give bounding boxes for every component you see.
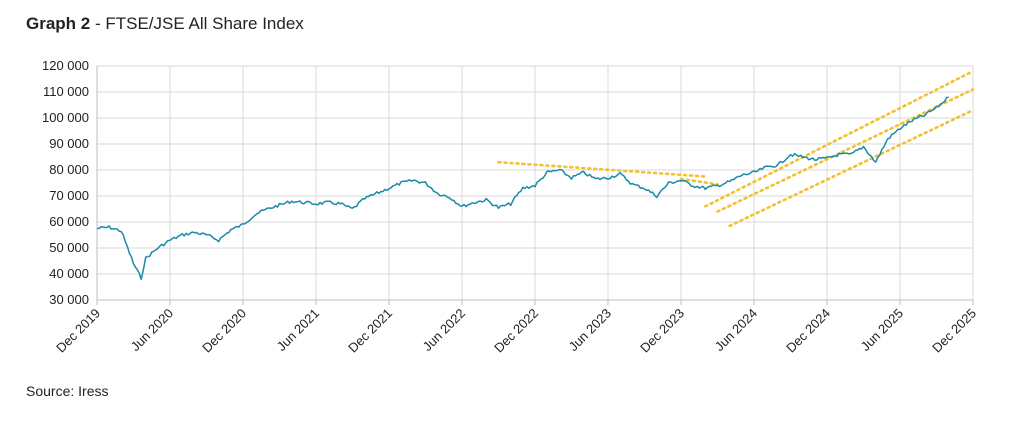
series-layer	[97, 96, 949, 281]
y-tick-label: 100 000	[42, 110, 89, 125]
x-tick-label: Dec 2023	[637, 306, 687, 356]
title-rest: FTSE/JSE All Share Index	[105, 14, 304, 33]
y-tick-label: 120 000	[42, 58, 89, 73]
y-tick-label: 40 000	[49, 266, 89, 281]
y-tick-label: 110 000	[43, 84, 89, 99]
x-tick-label: Jun 2022	[420, 306, 468, 354]
x-tick-label: Jun 2021	[274, 306, 322, 354]
trendline	[728, 108, 975, 228]
trendline	[679, 177, 719, 186]
y-tick-label: 70 000	[49, 188, 89, 203]
x-axis: Dec 2019 Jun 2020 Dec 2020 Jun 2021 Dec 2021…	[53, 299, 979, 356]
x-tick-label: Dec 2021	[345, 306, 395, 356]
trendlines	[497, 69, 975, 228]
y-tick-label: 30 000	[49, 292, 89, 307]
x-tick-label: Jun 2024	[712, 306, 760, 354]
y-axis: 30 000 40 000 50 000 60 000 70 000 80 000 90 0…	[42, 58, 98, 307]
title-bold: Graph 2	[26, 14, 91, 33]
grid-lines	[96, 65, 974, 301]
x-tick-label: Dec 2022	[491, 306, 541, 356]
x-tick-label: Dec 2019	[53, 306, 103, 356]
x-tick-label: Dec 2024	[783, 306, 833, 356]
x-tick-label: Dec 2020	[199, 306, 249, 356]
trendline	[497, 160, 707, 178]
series-line	[97, 96, 949, 281]
y-tick-label: 60 000	[49, 214, 89, 229]
y-tick-label: 80 000	[49, 162, 89, 177]
x-tick-label: Jun 2025	[858, 306, 906, 354]
x-tick-label: Jun 2020	[128, 306, 176, 354]
x-tick-label: Jun 2023	[566, 306, 614, 354]
trendline	[704, 69, 975, 208]
trendline	[716, 88, 975, 213]
chart-title: Graph 2 - FTSE/JSE All Share Index	[26, 14, 304, 34]
title-separator: -	[90, 14, 106, 33]
source-note: Source: Iress	[26, 383, 109, 399]
x-tick-label: Dec 2025	[929, 306, 979, 356]
y-tick-label: 50 000	[49, 240, 89, 255]
y-tick-label: 90 000	[49, 136, 89, 151]
